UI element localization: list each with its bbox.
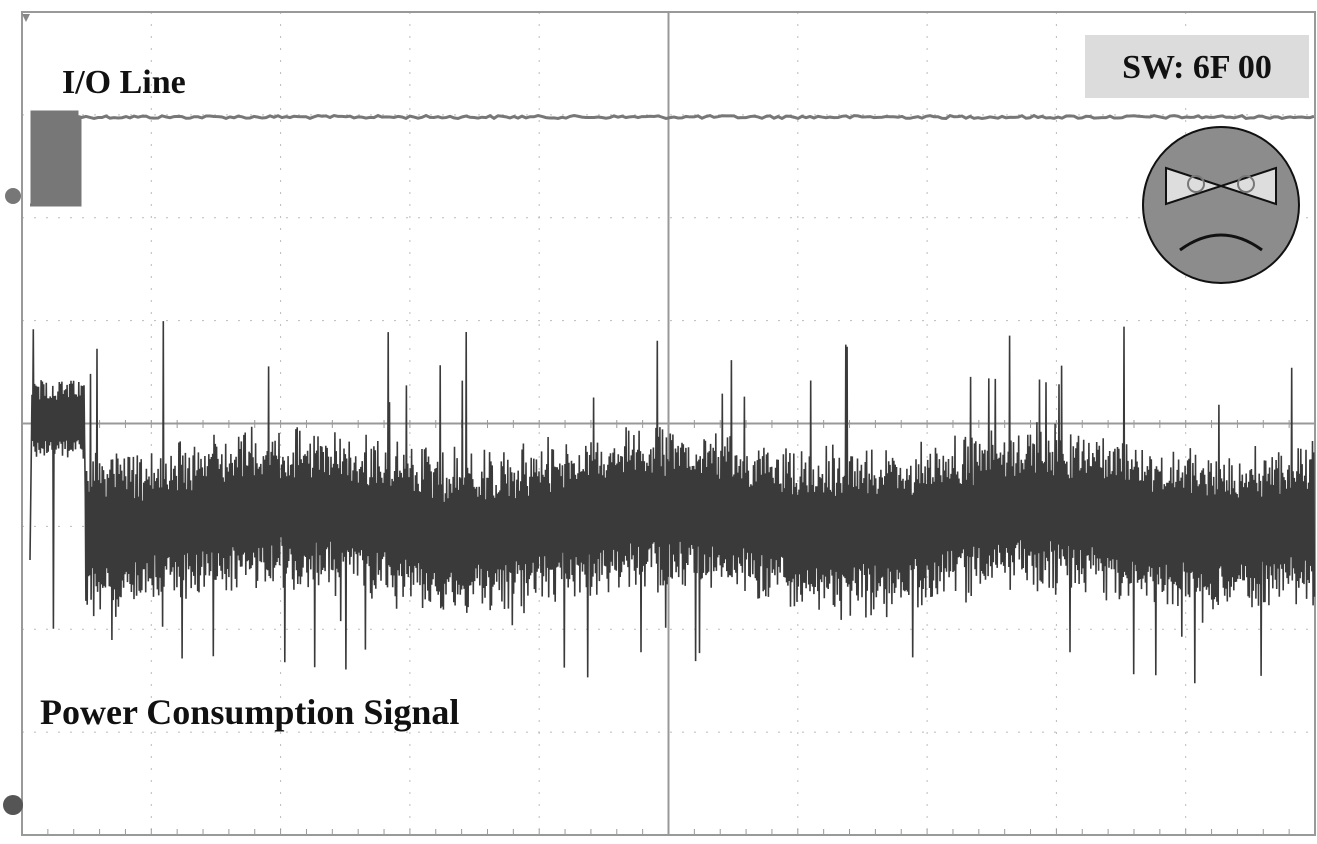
page: {"io_label": "I/O Line", "status_label":… [0, 0, 1317, 839]
ch2-marker [3, 795, 23, 815]
status-label: SW: 6F 00 [1122, 49, 1272, 86]
signal-label: Power Consumption Signal [40, 692, 459, 732]
io-label: I/O Line [62, 64, 186, 101]
scope-screen: SW: 6F 00 I/O Line Power Consumption Sig… [0, 0, 1317, 839]
ch1-marker [5, 188, 21, 204]
face [1143, 127, 1299, 283]
sad-face [1143, 127, 1299, 283]
